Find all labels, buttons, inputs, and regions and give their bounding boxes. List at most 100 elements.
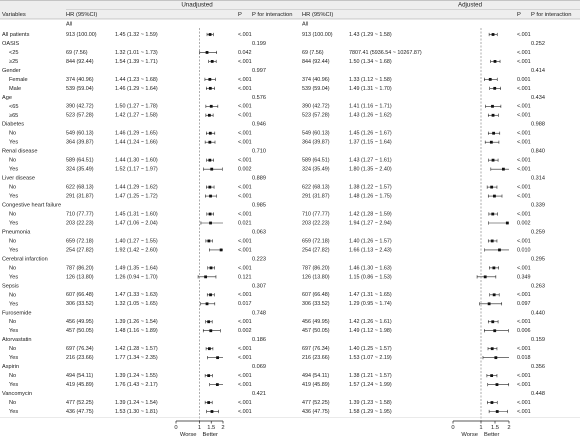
hr-point bbox=[502, 167, 505, 171]
p-interaction-value: 0.985 bbox=[252, 203, 266, 209]
hr-point bbox=[490, 374, 494, 378]
all-n-value: 291 (31.87) bbox=[302, 193, 330, 199]
all-n-value: 203 (22.23) bbox=[302, 220, 330, 226]
hr-ci-value: 1.47 (1.25 ~ 1.72) bbox=[115, 193, 158, 199]
hr-point bbox=[490, 239, 494, 243]
hr-ci-value: 1.40 (1.26 ~ 1.57) bbox=[349, 238, 392, 244]
hr-point bbox=[209, 293, 212, 297]
p-value: <.001 bbox=[517, 167, 531, 173]
hr-ci-value: 1.49 (1.35 ~ 1.64) bbox=[115, 265, 158, 271]
all-n-value: 216 (23.66) bbox=[66, 355, 94, 361]
p-value: <.001 bbox=[238, 409, 252, 415]
p-value: <.001 bbox=[517, 185, 531, 191]
p-interaction-value: 0.263 bbox=[531, 283, 545, 289]
hr-ci-value: 1.42 (1.26 ~ 1.61) bbox=[349, 319, 392, 325]
p-value: <.001 bbox=[238, 319, 252, 325]
hr-ci-value: 1.46 (1.30 ~ 1.63) bbox=[349, 265, 392, 271]
hr-point bbox=[489, 140, 493, 144]
hr-point bbox=[209, 104, 213, 108]
all-n-value: 659 (72.18) bbox=[302, 238, 330, 244]
p-value: <.001 bbox=[238, 355, 252, 361]
hr-ci-value: 1.37 (1.15 ~ 1.64) bbox=[349, 140, 392, 146]
hr-point bbox=[208, 185, 212, 189]
hr-point bbox=[207, 320, 211, 324]
hr-ci-value: 1.43 (1.29 ~ 1.58) bbox=[349, 32, 392, 38]
hr-ci-value: 1.43 (1.26 ~ 1.62) bbox=[349, 113, 392, 119]
direction-label-better: Better bbox=[203, 432, 219, 438]
p-value: <.001 bbox=[517, 382, 531, 388]
p-value: <.001 bbox=[517, 193, 531, 199]
group-label: Age bbox=[2, 95, 12, 101]
p-interaction-value: 0.710 bbox=[252, 149, 266, 155]
subgroup-label: ≥65 bbox=[9, 113, 18, 119]
hr-point bbox=[495, 383, 499, 386]
hr-ci-value: 1.53 (1.07 ~ 2.19) bbox=[349, 355, 392, 361]
p-value: <.001 bbox=[238, 158, 252, 164]
hr-point bbox=[493, 60, 497, 63]
hr-point bbox=[493, 329, 497, 333]
x-tick-label: 0 bbox=[451, 425, 454, 431]
subgroup-label: No bbox=[9, 212, 16, 218]
p-interaction-value: 0.434 bbox=[531, 95, 545, 101]
x-tick-label: 1.5 bbox=[491, 425, 499, 431]
all-n-value: 126 (13.80) bbox=[66, 274, 94, 280]
subgroup-label: <25 bbox=[9, 50, 19, 56]
hr-point bbox=[487, 302, 491, 306]
hr-point bbox=[491, 113, 495, 117]
p-interaction-value: 0.414 bbox=[531, 68, 545, 74]
group-label: Vancomycin bbox=[2, 391, 32, 397]
all-n-value: 659 (72.18) bbox=[66, 238, 94, 244]
hr-point bbox=[207, 347, 211, 351]
hr-ci-value: 1.32 (1.01 ~ 1.73) bbox=[115, 50, 158, 56]
hr-ci-value: 1.76 (1.43 ~ 2.17) bbox=[115, 382, 158, 388]
p-value: 0.002 bbox=[517, 220, 531, 226]
all-n-value: 913 (100.00) bbox=[66, 32, 97, 38]
all-n-value: 364 (39.87) bbox=[302, 140, 330, 146]
hr-ci-value: 1.50 (1.34 ~ 1.68) bbox=[349, 59, 392, 65]
all-n-value: 494 (54.11) bbox=[302, 373, 329, 379]
subgroup-label: Yes bbox=[9, 409, 18, 415]
all-n-value: 390 (42.72) bbox=[302, 104, 330, 110]
hr-point bbox=[210, 167, 214, 171]
hr-point bbox=[492, 266, 496, 270]
hr-ci-value: 1.39 (1.26 ~ 1.54) bbox=[115, 319, 158, 325]
hr-ci-value: 1.32 (1.05 ~ 1.65) bbox=[115, 301, 158, 307]
p-value: <.001 bbox=[238, 211, 252, 217]
hr-ci-value: 1.53 (1.30 ~ 1.81) bbox=[115, 409, 158, 415]
p-interaction-value: 0.186 bbox=[252, 337, 266, 343]
hr-point bbox=[490, 185, 494, 189]
hr-point bbox=[491, 104, 494, 108]
p-value: <.001 bbox=[238, 400, 252, 406]
hr-ci-value: 1.54 (1.39 ~ 1.71) bbox=[115, 59, 158, 65]
hr-ci-value: 1.77 (1.34 ~ 2.35) bbox=[115, 355, 158, 361]
hr-point bbox=[209, 194, 212, 198]
direction-label-worse: Worse bbox=[461, 432, 478, 438]
p-value: <.001 bbox=[517, 265, 531, 271]
all-n-value: 622 (68.13) bbox=[302, 185, 330, 191]
hr-point bbox=[207, 239, 211, 243]
p-interaction-value: 0.339 bbox=[531, 203, 545, 209]
column-header-variables: Variables bbox=[2, 12, 26, 18]
p-value: 0.042 bbox=[238, 50, 252, 56]
p-value: <.001 bbox=[238, 59, 252, 65]
p-value: 0.002 bbox=[238, 328, 252, 334]
x-tick-label: 2 bbox=[507, 425, 510, 431]
all-n-value: 607 (66.48) bbox=[66, 292, 94, 298]
subgroup-label: Male bbox=[9, 86, 21, 92]
hr-point bbox=[207, 401, 211, 404]
subgroup-label: Yes bbox=[9, 167, 18, 173]
hr-ci-value: 1.39 (1.24 ~ 1.55) bbox=[115, 373, 158, 379]
p-value: <.001 bbox=[517, 346, 531, 352]
all-n-value: 844 (92.44) bbox=[302, 59, 330, 65]
subgroup-label: No bbox=[9, 238, 16, 244]
hr-point bbox=[493, 194, 496, 198]
all-n-value: 457 (50.05) bbox=[302, 328, 330, 334]
hr-point bbox=[491, 320, 495, 324]
p-interaction-value: 0.069 bbox=[252, 364, 266, 370]
hr-point bbox=[208, 33, 212, 36]
p-interaction-value: 0.063 bbox=[252, 229, 266, 235]
subgroup-label: Yes bbox=[9, 220, 18, 226]
hr-point bbox=[505, 221, 509, 225]
p-value: <.001 bbox=[238, 185, 252, 191]
subgroup-label: No bbox=[9, 346, 16, 352]
